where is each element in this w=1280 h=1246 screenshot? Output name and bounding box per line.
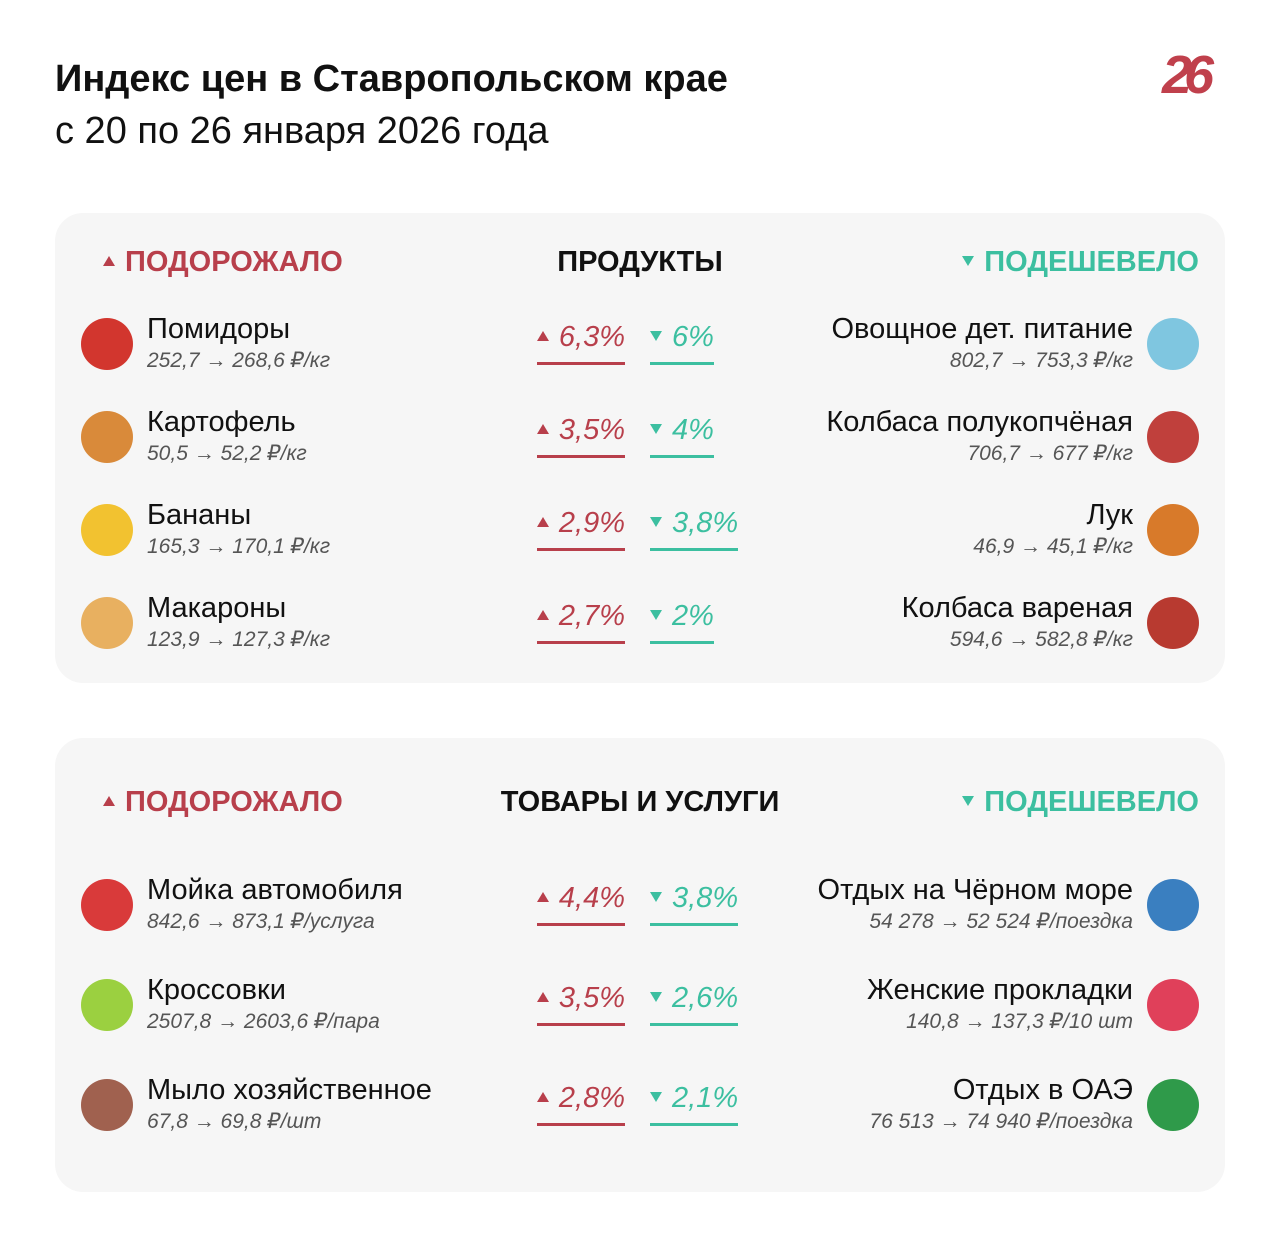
item-name: Колбаса вареная (901, 592, 1133, 624)
item-prices: 594,6 → 582,8 ₽/кг (949, 628, 1133, 651)
icon (1147, 879, 1199, 931)
item-prices: 165,3 → 170,1 ₽/кг (147, 535, 331, 558)
item-prices: 2507,8 → 2603,6 ₽/пара (147, 1010, 380, 1033)
up-label: ПОДОРОЖАЛО (103, 246, 343, 279)
icon (81, 979, 133, 1031)
icon (1147, 979, 1199, 1031)
change-up: 3,5% (536, 982, 625, 1026)
change-down: 6% (650, 321, 714, 365)
icon (1147, 504, 1199, 556)
icon (1147, 597, 1199, 649)
up-label: ПОДОРОЖАЛО (103, 786, 343, 819)
change-up: 3,5% (536, 414, 625, 458)
icon (81, 411, 133, 463)
title: Индекс цен в Ставропольском крае (55, 58, 728, 100)
item-prices: 842,6 → 873,1 ₽/услуга (147, 910, 375, 933)
item-name: Лук (1086, 499, 1133, 531)
icon (81, 879, 133, 931)
item-name: Колбаса полукопчёная (826, 406, 1133, 438)
icon (81, 504, 133, 556)
item-prices: 802,7 → 753,3 ₽/кг (949, 349, 1133, 372)
change-down: 2,1% (650, 1082, 739, 1126)
item-name: Кроссовки (147, 974, 286, 1006)
item-prices: 67,8 → 69,8 ₽/шт (147, 1110, 322, 1133)
item-name: Макароны (147, 592, 287, 624)
subtitle: с 20 по 26 января 2026 года (55, 110, 549, 152)
change-down: 3,8% (650, 882, 739, 926)
change-up: 6,3% (536, 321, 625, 365)
icon (1147, 411, 1199, 463)
item-prices: 50,5 → 52,2 ₽/кг (147, 442, 307, 465)
change-down: 4% (650, 414, 714, 458)
change-up: 2,7% (536, 600, 625, 644)
down-label: ПОДЕШЕВЕЛО (962, 246, 1199, 279)
item-name: Овощное дет. питание (831, 313, 1133, 345)
item-prices: 46,9 → 45,1 ₽/кг (973, 535, 1133, 558)
change-down: 3,8% (650, 507, 739, 551)
item-prices: 123,9 → 127,3 ₽/кг (147, 628, 331, 651)
item-prices: 140,8 → 137,3 ₽/10 шт (906, 1010, 1133, 1033)
change-up: 2,8% (536, 1082, 625, 1126)
panel: ПОДОРОЖАЛО ПРОДУКТЫ ПОДЕШЕВЕЛО Помидоры 252,… (55, 213, 1225, 683)
item-name: Отдых на Чёрном море (817, 874, 1133, 906)
item-prices: 252,7 → 268,6 ₽/кг (147, 349, 331, 372)
change-up: 4,4% (536, 882, 625, 926)
icon (1147, 318, 1199, 370)
icon (81, 1079, 133, 1131)
item-name: Женские прокладки (867, 974, 1133, 1006)
panel: ПОДОРОЖАЛО ТОВАРЫ И УСЛУГИ ПОДЕШЕВЕЛО Мойка… (55, 738, 1225, 1192)
icon (1147, 1079, 1199, 1131)
change-up: 2,9% (536, 507, 625, 551)
section-title: ПРОДУКТЫ (557, 246, 723, 278)
logo: 26 (1162, 45, 1214, 105)
change-down: 2% (650, 600, 714, 644)
item-name: Бананы (147, 499, 252, 531)
item-name: Отдых в ОАЭ (952, 1074, 1133, 1106)
item-name: Картофель (147, 406, 296, 438)
section-title: ТОВАРЫ И УСЛУГИ (500, 786, 780, 818)
item-prices: 76 513 → 74 940 ₽/поездка (869, 1110, 1133, 1133)
item-name: Мыло хозяйственное (147, 1074, 432, 1106)
item-name: Мойка автомобиля (147, 874, 403, 906)
item-prices: 54 278 → 52 524 ₽/поездка (869, 910, 1133, 933)
icon (81, 318, 133, 370)
down-label: ПОДЕШЕВЕЛО (962, 786, 1199, 819)
item-name: Помидоры (147, 313, 291, 345)
item-prices: 706,7 → 677 ₽/кг (967, 442, 1133, 465)
icon (81, 597, 133, 649)
change-down: 2,6% (650, 982, 739, 1026)
